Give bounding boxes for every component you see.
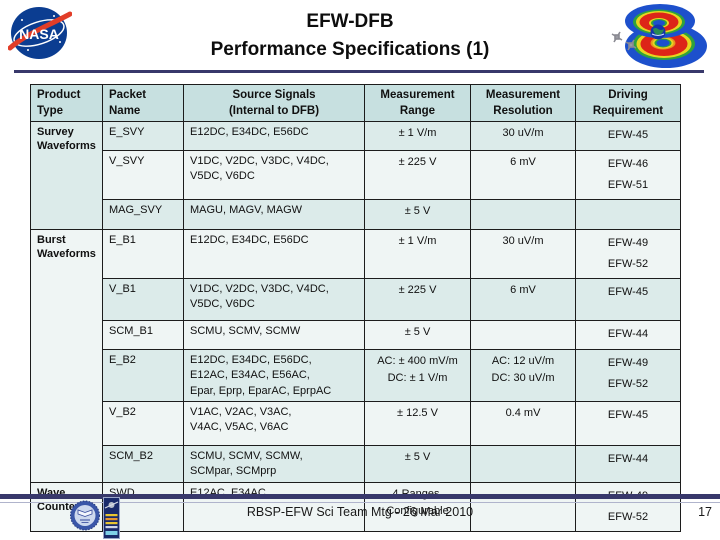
packet-cell: E_B1 — [102, 228, 184, 279]
header-cell-0: Product Type — [30, 83, 103, 123]
resolution-cell: 6 mV — [470, 150, 576, 200]
range-cell: ± 5 V — [364, 319, 471, 350]
driving-cell: EFW-49 EFW-52 — [575, 481, 681, 532]
source-cell: SCMU, SCMV, SCMW, SCMpar, SCMprp — [183, 444, 365, 483]
table-row: V_SVY V1DC, V2DC, V3DC, V4DC, V5DC, V6DC ±… — [31, 150, 681, 200]
svg-text:NASA: NASA — [19, 26, 59, 42]
driving-cell: EFW-45 — [575, 400, 681, 446]
range-cell: ± 5 V — [364, 444, 471, 483]
header-cell-4: Measurement Resolution — [470, 83, 576, 123]
footer-divider-rule — [0, 494, 720, 499]
resolution-cell: 30 uV/m — [470, 228, 576, 279]
product-type-cell: Survey Waveforms — [30, 121, 103, 230]
resolution-cell: 0.4 mV — [470, 400, 576, 446]
source-cell: SCMU, SCMV, SCMW — [183, 319, 365, 350]
table-row: MAG_SVY MAGU, MAGV, MAGW ± 5 V — [31, 198, 681, 230]
driving-cell: EFW-49 EFW-52 — [575, 228, 681, 279]
resolution-cell — [470, 319, 576, 350]
title-divider-rule — [14, 70, 704, 73]
resolution-cell: 6 mV — [470, 277, 576, 321]
title-line2: Performance Specifications (1) — [210, 38, 490, 60]
driving-cell: EFW-44 — [575, 444, 681, 483]
packet-cell: V_SVY — [102, 150, 184, 200]
table-row: V_B2 V1AC, V2AC, V3AC, V4AC, V5AC, V6AC ± … — [31, 400, 681, 446]
table-row: V_B1 V1DC, V2DC, V3DC, V4DC, V5DC, V6DC ± … — [31, 277, 681, 321]
driving-cell: EFW-44 — [575, 319, 681, 350]
page-title: EFW-DFB Performance Specifications (1) — [110, 8, 590, 63]
range-cell: AC: ± 400 mV/m DC: ± 1 V/m — [364, 348, 471, 402]
packet-cell: E_B2 — [102, 348, 184, 402]
packet-cell: E_SVY — [102, 121, 184, 152]
source-cell: V1DC, V2DC, V3DC, V4DC, V5DC, V6DC — [183, 150, 365, 200]
footer-divider-rule-thin — [0, 502, 720, 503]
resolution-cell: 30 uV/m — [470, 121, 576, 152]
range-cell: 4 Ranges, Configurable — [364, 481, 471, 532]
performance-specs-table: Product Type Packet Name Source Signals (I… — [30, 83, 681, 532]
table-row: Survey Waveforms E_SVY E12DC, E34DC, E56DC… — [30, 121, 681, 230]
table-row: E_B2 E12DC, E34DC, E56DC, E12AC, E34AC, E… — [31, 348, 681, 402]
source-cell: V1DC, V2DC, V3DC, V4DC, V5DC, V6DC — [183, 277, 365, 321]
driving-cell: EFW-45 — [575, 121, 681, 152]
packet-cell: SCM_B2 — [102, 444, 184, 483]
range-cell: ± 1 V/m — [364, 228, 471, 279]
mission-badge-logo — [103, 497, 120, 539]
packet-cell: V_B1 — [102, 277, 184, 321]
product-type-cell: Burst Waveforms — [30, 228, 103, 483]
driving-cell: EFW-49 EFW-52 — [575, 348, 681, 402]
packet-cell: V_B2 — [102, 400, 184, 446]
driving-cell — [575, 198, 681, 230]
packet-cell: MAG_SVY — [102, 198, 184, 230]
driving-cell: EFW-45 — [575, 277, 681, 321]
table-row: SCM_B1 SCMU, SCMV, SCMW ± 5 V EFW-44 — [31, 319, 681, 350]
university-seal-logo — [70, 500, 100, 531]
footer-text: RBSP-EFW Sci Team Mtg - 26 Mar 2010 — [246, 505, 474, 519]
source-cell: E12DC, E34DC, E56DC, E12AC, E34AC, E56AC… — [183, 348, 365, 402]
table-header-row: Product Type Packet Name Source Signals (I… — [30, 83, 681, 123]
table-row: Burst Waveforms E_B1 E12DC, E34DC, E56DC ± … — [30, 228, 681, 483]
range-cell: ± 1 V/m — [364, 121, 471, 152]
driving-cell: EFW-46 EFW-51 — [575, 150, 681, 200]
page-number: 17 — [698, 505, 712, 519]
source-cell: MAGU, MAGV, MAGW — [183, 198, 365, 230]
header-cell-3: Measurement Range — [364, 83, 471, 123]
header-cell-5: Driving Requirement — [575, 83, 681, 123]
header-cell-2: Source Signals (Internal to DFB) — [183, 83, 365, 123]
source-cell: E12DC, E34DC, E56DC — [183, 121, 365, 152]
radiation-belts-image — [611, 4, 707, 68]
range-cell: ± 225 V — [364, 277, 471, 321]
source-cell: V1AC, V2AC, V3AC, V4AC, V5AC, V6AC — [183, 400, 365, 446]
packet-cell: SCM_B1 — [102, 319, 184, 350]
table-row: SCM_B2 SCMU, SCMV, SCMW, SCMpar, SCMprp ± … — [31, 444, 681, 483]
resolution-cell: AC: 12 uV/m DC: 30 uV/m — [470, 348, 576, 402]
title-line1: EFW-DFB — [306, 11, 394, 32]
range-cell: ± 12.5 V — [364, 400, 471, 446]
range-cell: ± 225 V — [364, 150, 471, 200]
resolution-cell — [470, 198, 576, 230]
range-cell: ± 5 V — [364, 198, 471, 230]
source-cell: E12DC, E34DC, E56DC — [183, 228, 365, 279]
header-cell-1: Packet Name — [102, 83, 184, 123]
resolution-cell — [470, 444, 576, 483]
nasa-logo-icon: NASA — [8, 7, 72, 59]
